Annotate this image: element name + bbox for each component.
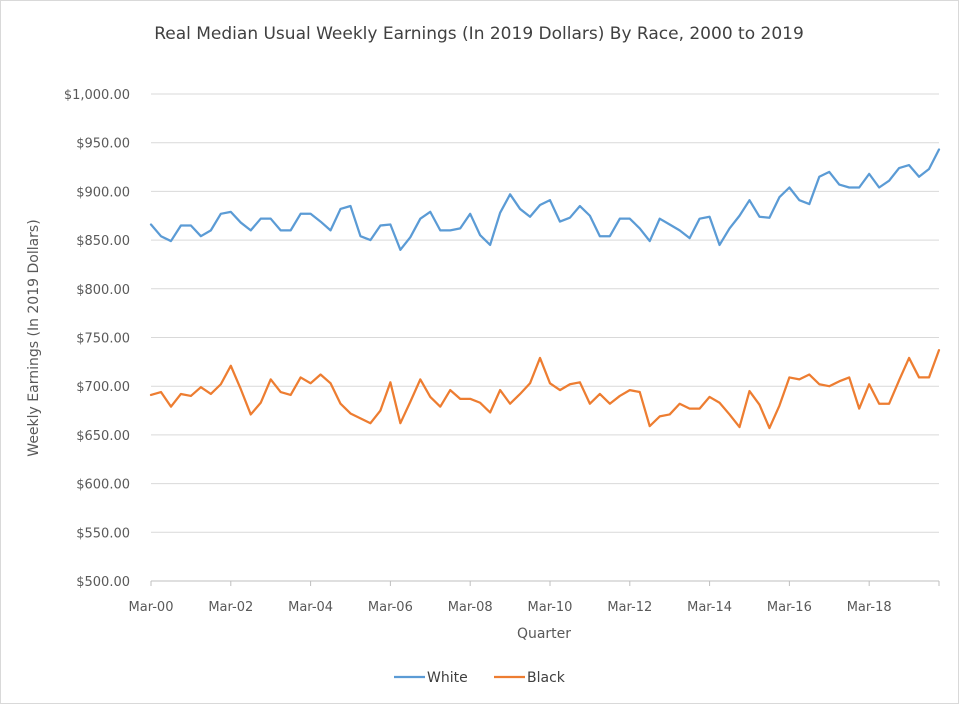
x-tick-label: Mar-16 xyxy=(767,600,812,615)
x-tick-label: Mar-02 xyxy=(208,600,253,615)
y-tick-label: $650.00 xyxy=(76,429,130,444)
x-axis-title: Quarter xyxy=(517,626,571,642)
y-tick-label: $500.00 xyxy=(76,575,130,590)
x-axis-tick-labels: Mar-00 Mar-02 Mar-04 Mar-06 Mar-08 Mar-10 Mar-… xyxy=(129,600,892,615)
x-tick-label: Mar-08 xyxy=(448,600,493,615)
legend-label-white: White xyxy=(427,670,468,686)
y-tick-label: $800.00 xyxy=(76,283,130,298)
legend-label-black: Black xyxy=(527,670,566,686)
y-tick-label: $550.00 xyxy=(76,526,130,541)
series-line-black xyxy=(149,349,941,430)
y-tick-label: $950.00 xyxy=(76,137,130,152)
chart-title: Real Median Usual Weekly Earnings (In 20… xyxy=(154,24,804,44)
y-tick-label: $850.00 xyxy=(76,234,130,249)
x-tick-label: Mar-04 xyxy=(288,600,333,615)
series-line-white xyxy=(149,148,941,251)
gridlines xyxy=(151,93,939,533)
y-tick-label: $750.00 xyxy=(76,332,130,347)
x-tick-label: Mar-14 xyxy=(687,600,732,615)
x-tick-label: Mar-06 xyxy=(368,600,413,615)
x-axis xyxy=(150,580,940,586)
y-tick-label: $1,000.00 xyxy=(64,88,130,103)
x-tick-label: Mar-00 xyxy=(129,600,174,615)
y-tick-label: $700.00 xyxy=(76,380,130,395)
x-tick-label: Mar-12 xyxy=(607,600,652,615)
legend: White Black xyxy=(394,670,566,686)
y-tick-label: $900.00 xyxy=(76,185,130,200)
x-tick-label: Mar-18 xyxy=(847,600,892,615)
y-tick-label: $600.00 xyxy=(76,478,130,493)
x-tick-label: Mar-10 xyxy=(528,600,573,615)
y-axis-tick-labels: $500.00 $550.00 $600.00 $650.00 $700.00 $750.… xyxy=(64,88,130,590)
series-lines xyxy=(149,148,941,430)
y-axis-title: Weekly Earnings (In 2019 Dollars) xyxy=(26,219,42,456)
